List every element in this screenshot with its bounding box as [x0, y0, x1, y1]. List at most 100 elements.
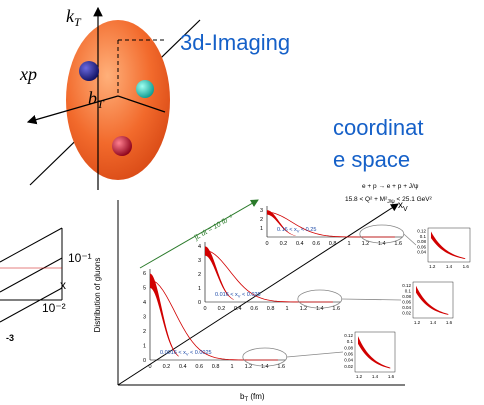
range-part: 0.0016 < x	[160, 350, 186, 356]
tick-label: -3	[6, 333, 14, 343]
y-tick-label: 3	[143, 315, 146, 321]
panels: 0 0.2 0.4 0.6 0.8 1 1.2 1.4 1.6 0 1 2 3 4 5 6 0.0016 < x…	[143, 206, 470, 379]
y-tick-label: 1	[260, 226, 263, 232]
x-tick-label: 0	[265, 241, 268, 247]
y-tick-label: 3	[198, 258, 201, 264]
x-tick-label: 1	[347, 241, 350, 247]
inset-frame	[413, 282, 453, 318]
figure: kT xp bT 3d-Imaging coordinat e space e …	[0, 0, 484, 405]
x-tick-label: 0.8	[329, 241, 337, 247]
x-tick-label: 1.4	[316, 306, 324, 312]
inset-y-tick: 0.04	[402, 305, 411, 310]
x-tick-label: 1.2	[300, 306, 308, 312]
x-tick-label: 0.8	[212, 364, 220, 370]
x-tick-label: 1	[230, 364, 233, 370]
inset-distribution	[431, 232, 465, 260]
inset-distribution	[416, 286, 448, 315]
x-label: bT (fm)	[240, 392, 265, 403]
x-tick-label: 0.2	[163, 364, 171, 370]
zoom-line	[342, 299, 401, 300]
label-sub: T	[74, 15, 82, 29]
inset-y-tick: 0.06	[417, 244, 426, 249]
inset-y-tick: 0.02	[402, 310, 411, 315]
x-tick-label: 0.6	[195, 364, 203, 370]
y-tick-label: 6	[143, 271, 146, 277]
y-label: Distribution of gluons	[93, 258, 102, 333]
tick-label: 10⁻¹	[68, 251, 92, 265]
inset-x-tick: 1.6	[463, 264, 470, 269]
x-tick-label: 1.6	[332, 306, 340, 312]
kt-label: kT	[66, 6, 82, 29]
y-tick-label: 1	[143, 344, 146, 350]
x-tick-label: 0.2	[218, 306, 226, 312]
y-tick-label: 4	[143, 300, 146, 306]
inset-x-tick: 1.4	[446, 264, 453, 269]
label-sub: V	[403, 206, 408, 213]
x-tick-label: 1.2	[362, 241, 370, 247]
y-tick-label: 2	[143, 329, 146, 335]
range-label: 0.16 < xV < 0.25	[277, 227, 316, 234]
distribution	[150, 274, 179, 357]
line	[0, 228, 62, 262]
line	[0, 258, 62, 292]
quark	[112, 136, 132, 156]
inset-y-tick: 0.08	[344, 345, 353, 350]
x-tick-label: 0.2	[280, 241, 288, 247]
process: e + p → e + p + J/ψ	[362, 183, 419, 190]
inset-y-tick: 0.02	[344, 364, 353, 369]
left-plot: 10⁻¹ x 10⁻² -3	[0, 228, 92, 343]
inset-x-tick: 1.6	[388, 374, 395, 379]
range-label: 0.0016 < xV < 0.0025	[160, 350, 212, 357]
y-tick-label: 5	[143, 286, 146, 292]
x-tick-label: 1	[285, 306, 288, 312]
y-tick-label: 3	[260, 208, 263, 214]
x-tick-label: 0.8	[267, 306, 275, 312]
x-tick-label: 0.6	[250, 306, 258, 312]
y-tick-label: 4	[198, 244, 201, 250]
range-part: < 0.0025	[189, 350, 212, 356]
cut: 15.8 < Q² + M²J/ψ < 25.1 GeV²	[345, 196, 433, 205]
x-tick-label: 1.6	[394, 241, 402, 247]
inset-frame	[428, 228, 470, 262]
inset-y-tick: 0.1	[405, 288, 412, 293]
zoom-line	[287, 352, 343, 357]
inset-y-tick: 0.04	[344, 358, 353, 363]
title: 3d-Imaging	[180, 30, 290, 55]
nucleon: kT xp b T	[19, 6, 200, 190]
inset-y-tick: 0.06	[402, 299, 411, 304]
axis-label: x	[60, 278, 66, 292]
inset-y-tick: 0.04	[417, 250, 426, 255]
distribution-line	[267, 212, 395, 237]
x-tick-label: 1.6	[277, 364, 285, 370]
label: b	[88, 88, 97, 108]
range-part: 0.016 < x	[215, 292, 238, 298]
lumi-label: ∫L dt = 10 fb⁻¹	[193, 214, 235, 242]
inset-y-tick: 0.12	[402, 283, 411, 288]
y-tick-label: 0	[198, 300, 201, 306]
x-tick-label: 0	[148, 364, 151, 370]
caption: e space	[333, 147, 410, 172]
zoom-line	[404, 234, 416, 245]
inset-x-tick: 1.6	[446, 320, 453, 325]
range-part: < 0.025	[240, 292, 260, 298]
quark	[79, 61, 99, 81]
x-tick-label: 0.4	[234, 306, 242, 312]
range-part: 0.16 < x	[277, 227, 297, 233]
inset-y-tick: 0.12	[417, 229, 426, 234]
x-tick-label: 0	[203, 306, 206, 312]
x-tick-label: 0.4	[179, 364, 187, 370]
inset-x-tick: 1.2	[429, 264, 436, 269]
x-tick-label: 1.4	[261, 364, 269, 370]
y-tick-label: 2	[198, 272, 201, 278]
cut-part: 15.8 < Q² + M²	[345, 196, 388, 203]
tick-label: 10⁻²	[42, 301, 66, 315]
quark	[136, 80, 154, 98]
inset-x-tick: 1.4	[430, 320, 437, 325]
inset-y-tick: 0.08	[417, 239, 426, 244]
range-label: 0.016 < xV < 0.025	[215, 292, 261, 299]
x-tick-label: 1.2	[245, 364, 253, 370]
xp-label: xp	[19, 64, 37, 84]
inset-x-tick: 1.2	[356, 374, 363, 379]
y-tick-label: 2	[260, 217, 263, 223]
range-part: < 0.25	[299, 227, 316, 233]
